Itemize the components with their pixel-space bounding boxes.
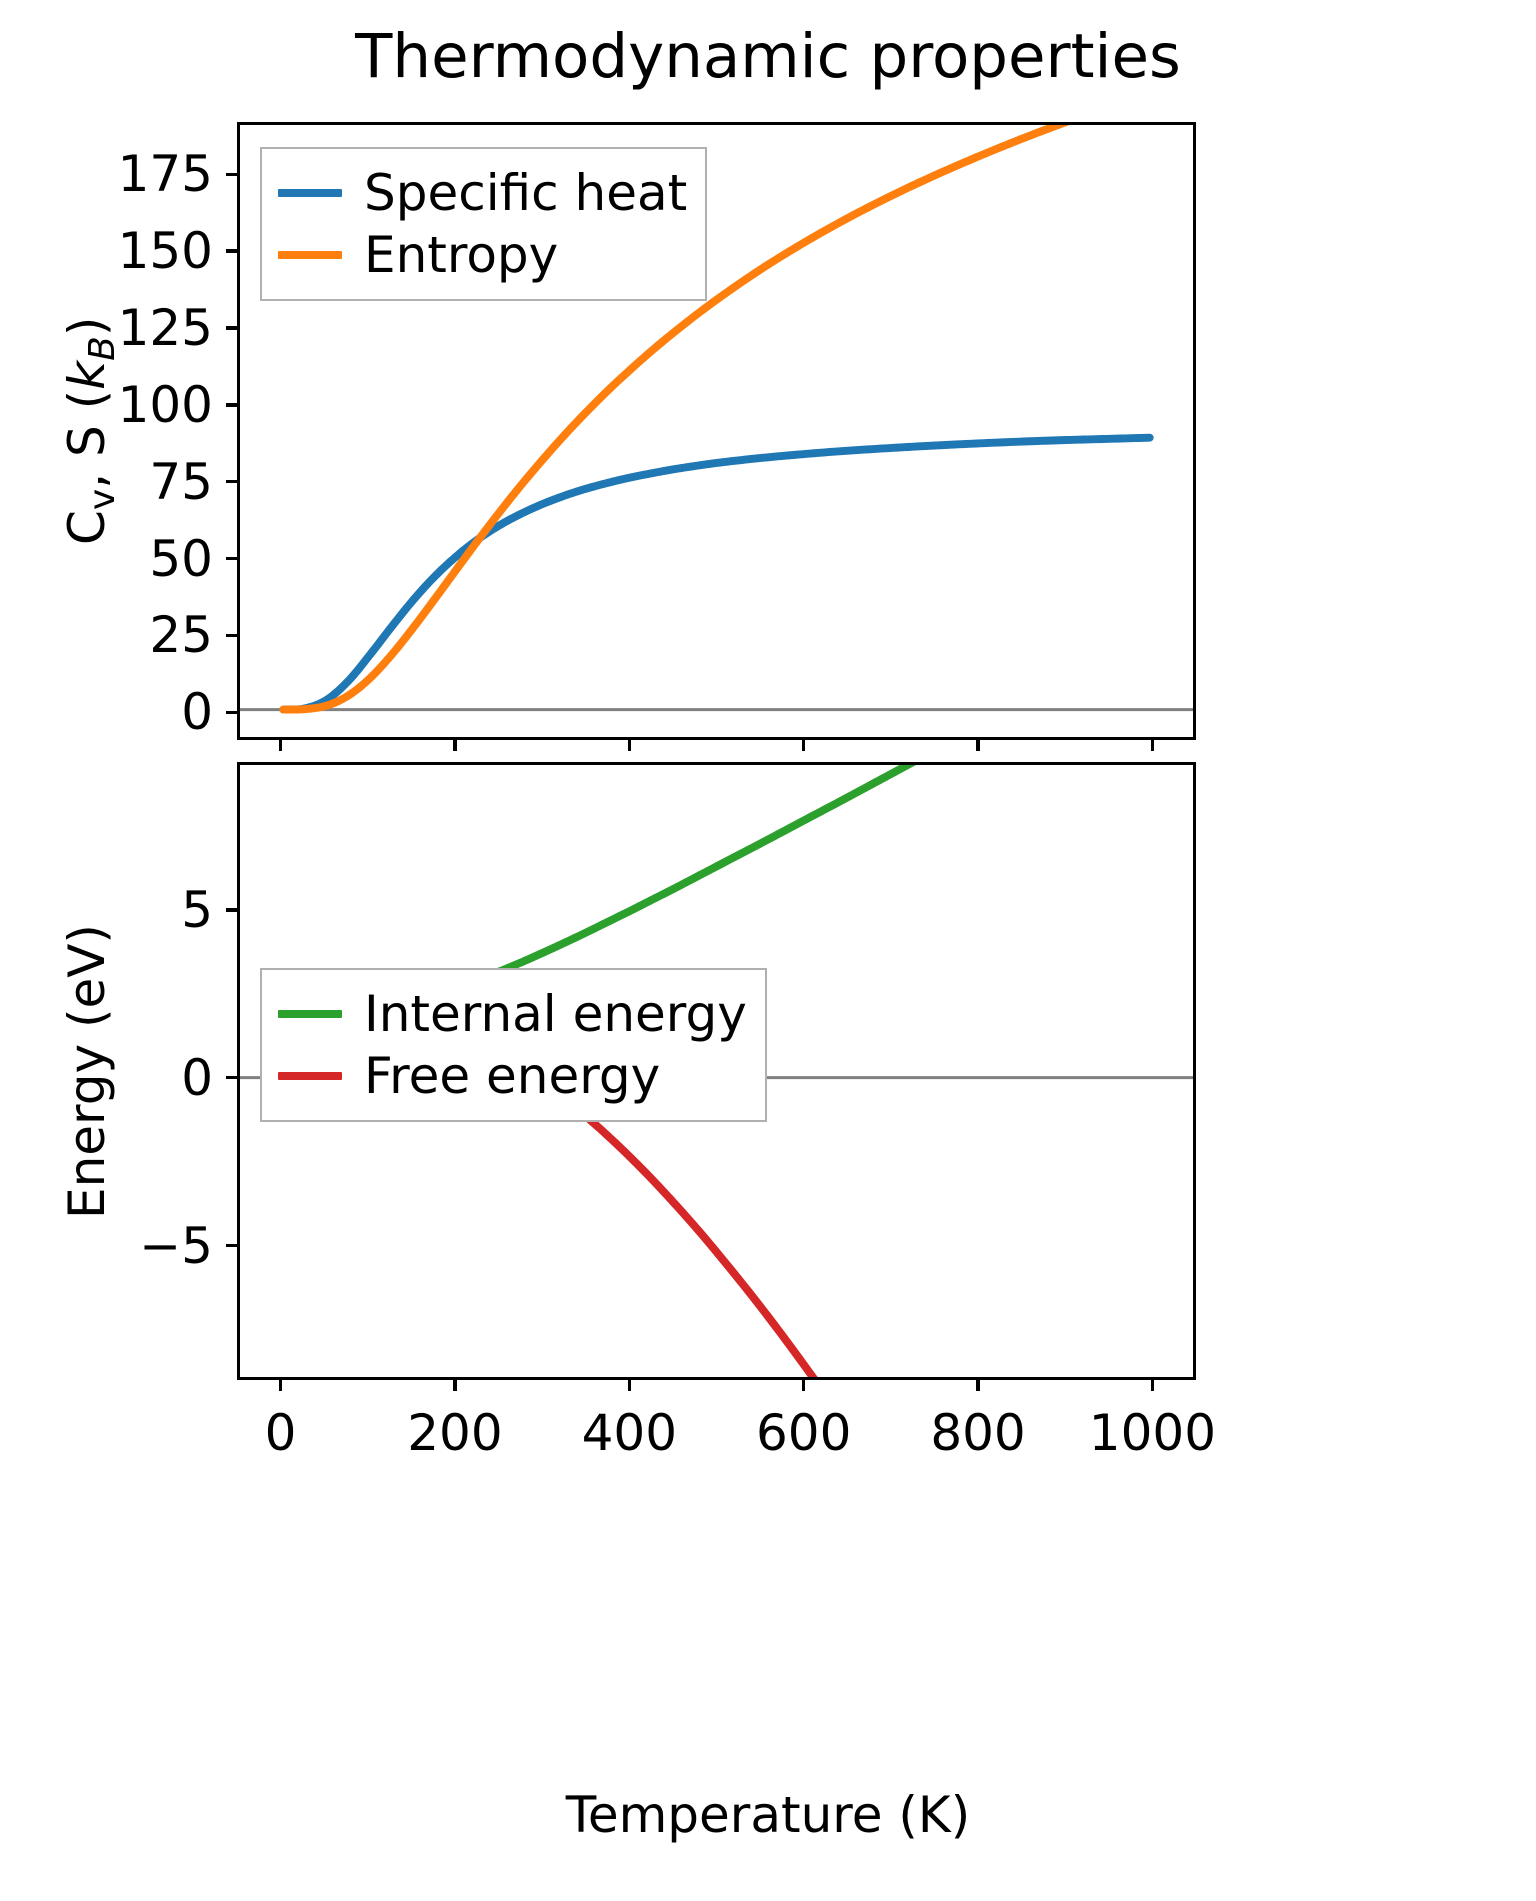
y-tick-label: 0 <box>181 1048 213 1107</box>
y-tick-mark <box>226 172 237 177</box>
y-tick-mark <box>226 479 237 484</box>
y-tick-mark <box>226 1243 237 1248</box>
y-tick-label: 75 <box>149 452 213 511</box>
bottom-panel-y-axis-label: Energy (eV) <box>58 923 116 1219</box>
x-tick-mark <box>976 740 980 751</box>
x-tick-mark <box>801 740 806 751</box>
x-tick-mark <box>627 740 632 751</box>
x-tick-mark <box>278 740 283 751</box>
x-tick-mark <box>278 1380 283 1391</box>
bottom-panel-legend[interactable]: Internal energy Free energy <box>260 968 767 1122</box>
legend-label-entropy: Entropy <box>364 226 559 284</box>
legend-swatch-entropy <box>278 251 342 259</box>
x-tick-label: 800 <box>930 1404 1026 1462</box>
y-tick-label: 150 <box>117 222 213 281</box>
y-tick-mark <box>226 710 237 715</box>
legend-item-specific-heat[interactable]: Specific heat <box>278 162 687 224</box>
y-tick-label: 25 <box>149 606 213 665</box>
y-tick-mark <box>226 326 237 330</box>
page-title: Thermodynamic properties <box>355 21 1181 92</box>
ylabel-kb-k: k <box>58 360 116 390</box>
y-tick-label: 125 <box>117 299 213 357</box>
legend-swatch-free-energy <box>278 1072 342 1080</box>
ylabel-kb-subscript: B <box>82 336 124 361</box>
series-line-entropy <box>279 125 1070 714</box>
x-axis-label: Temperature (K) <box>565 1786 971 1844</box>
x-tick-mark <box>453 740 457 751</box>
x-tick-mark <box>627 1380 632 1391</box>
y-tick-mark <box>226 556 237 561</box>
y-tick-label: 5 <box>181 880 213 939</box>
y-tick-label: 0 <box>181 683 213 742</box>
top-panel-plot-area <box>240 125 1193 714</box>
x-tick-label: 200 <box>407 1404 503 1462</box>
x-tick-mark <box>976 1380 980 1391</box>
series-line-specific-heat <box>279 433 1154 714</box>
top-panel-legend[interactable]: Specific heat Entropy <box>260 147 708 301</box>
y-tick-mark <box>226 249 237 253</box>
x-tick-mark <box>1150 740 1155 751</box>
ylabel-comma-s: , S ( <box>58 389 116 489</box>
x-tick-label: 400 <box>581 1404 678 1462</box>
y-tick-label: 50 <box>149 529 213 588</box>
y-tick-label: 100 <box>117 375 213 434</box>
legend-label-free-energy: Free energy <box>364 1047 661 1105</box>
y-tick-mark <box>226 1075 237 1080</box>
y-tick-mark <box>226 908 237 912</box>
legend-label-internal-energy: Internal energy <box>364 985 747 1043</box>
x-tick-mark <box>453 1380 457 1391</box>
x-tick-mark <box>1150 1380 1155 1391</box>
legend-item-internal-energy[interactable]: Internal energy <box>278 983 747 1045</box>
ylabel-c-subscript: v <box>82 488 124 511</box>
y-tick-label: 175 <box>117 145 213 204</box>
ylabel-c: C <box>58 510 116 545</box>
legend-item-entropy[interactable]: Entropy <box>278 224 687 286</box>
x-tick-mark <box>801 1380 806 1391</box>
legend-swatch-internal-energy <box>278 1010 342 1018</box>
top-panel-y-axis-label: Cv, S (kB) <box>58 317 124 545</box>
x-tick-label: 600 <box>755 1404 852 1462</box>
x-tick-label: 0 <box>264 1404 297 1462</box>
y-tick-mark <box>226 403 237 407</box>
legend-label-specific-heat: Specific heat <box>364 164 688 222</box>
x-tick-label: 1000 <box>1088 1404 1217 1462</box>
legend-item-free-energy[interactable]: Free energy <box>278 1045 747 1107</box>
y-tick-label: −5 <box>139 1216 213 1275</box>
ylabel-close-paren: ) <box>58 316 116 337</box>
y-tick-mark <box>226 633 237 638</box>
legend-swatch-specific-heat <box>278 189 342 197</box>
